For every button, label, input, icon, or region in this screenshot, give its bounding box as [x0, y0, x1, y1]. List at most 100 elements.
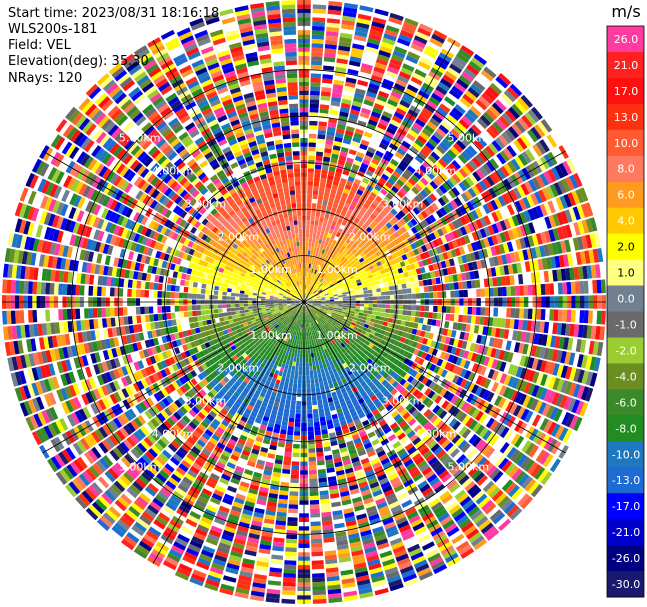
velocity-gate — [340, 287, 346, 291]
velocity-gate — [423, 174, 432, 183]
velocity-gate — [307, 422, 314, 428]
velocity-gate — [411, 305, 417, 311]
velocity-gate — [383, 169, 392, 178]
velocity-gate — [338, 266, 344, 272]
velocity-gate — [556, 322, 562, 335]
velocity-gate — [439, 141, 449, 152]
velocity-gate — [347, 194, 354, 201]
velocity-gate — [388, 313, 394, 319]
velocity-gate — [475, 240, 482, 250]
velocity-gate — [506, 86, 520, 100]
velocity-gate — [565, 176, 575, 191]
velocity-gate — [321, 280, 326, 285]
velocity-gate — [414, 281, 420, 287]
velocity-gate — [309, 107, 319, 113]
velocity-gate — [388, 200, 396, 208]
velocity-gate — [458, 246, 466, 255]
velocity-gate — [405, 282, 411, 289]
velocity-gate — [440, 260, 447, 269]
velocity-gate — [454, 104, 466, 115]
velocity-gate — [286, 373, 291, 379]
velocity-gate — [548, 215, 557, 228]
velocity-gate — [352, 197, 360, 204]
velocity-gate — [390, 158, 399, 167]
velocity-gate — [341, 220, 347, 226]
velocity-gate — [393, 238, 400, 246]
velocity-gate — [440, 226, 448, 235]
velocity-gate — [337, 259, 343, 265]
velocity-gate — [416, 167, 426, 177]
velocity-gate — [307, 298, 312, 301]
velocity-gate — [322, 398, 328, 404]
velocity-gate — [386, 66, 399, 75]
velocity-gate — [292, 387, 297, 393]
velocity-gate — [286, 395, 292, 401]
velocity-gate — [313, 413, 319, 419]
velocity-gate — [396, 236, 404, 244]
velocity-gate — [307, 285, 309, 290]
velocity-gate — [305, 233, 310, 238]
velocity-gate — [366, 42, 380, 50]
velocity-gate — [304, 327, 307, 333]
velocity-gate — [312, 190, 319, 195]
velocity-gate — [315, 274, 319, 280]
velocity-gate — [322, 254, 327, 260]
velocity-gate — [452, 173, 461, 184]
velocity-gate — [384, 214, 392, 222]
velocity-gate — [294, 422, 301, 428]
velocity-gate — [310, 246, 314, 252]
velocity-gate — [312, 590, 326, 596]
velocity-gate — [585, 218, 594, 233]
velocity-gate — [305, 340, 308, 346]
velocity-gate — [296, 340, 299, 345]
velocity-gate — [475, 182, 484, 194]
velocity-gate — [420, 210, 429, 219]
velocity-gate — [284, 451, 292, 457]
velocity-gate — [294, 431, 301, 436]
velocity-gate — [448, 176, 458, 186]
velocity-gate — [360, 206, 368, 213]
velocity-gate — [387, 177, 396, 186]
velocity-gate — [340, 102, 351, 109]
velocity-gate — [368, 223, 375, 230]
velocity-gate — [350, 109, 360, 116]
velocity-gate — [386, 229, 393, 236]
velocity-gate — [573, 324, 580, 338]
velocity-gate — [387, 99, 398, 107]
velocity-gate — [359, 303, 365, 307]
velocity-gate — [340, 196, 347, 203]
velocity-gate — [320, 386, 325, 391]
velocity-gate — [565, 323, 571, 336]
velocity-gate — [596, 248, 604, 263]
velocity-gate — [530, 126, 542, 140]
velocity-gate — [466, 280, 472, 289]
velocity-gate — [503, 163, 514, 175]
velocity-gate — [353, 132, 363, 140]
velocity-gate — [283, 568, 297, 574]
velocity-gate — [380, 138, 390, 147]
velocity-gate — [523, 210, 532, 222]
velocity-gate — [485, 160, 496, 172]
velocity-gate — [431, 319, 437, 326]
velocity-gate — [522, 249, 529, 261]
velocity-gate — [435, 85, 448, 96]
velocity-gate — [309, 103, 319, 109]
velocity-gate — [326, 131, 335, 137]
velocity-gate — [348, 204, 356, 211]
velocity-gate — [396, 179, 405, 187]
velocity-gate — [397, 38, 411, 47]
velocity-gate — [338, 295, 343, 298]
velocity-gate — [571, 190, 581, 205]
velocity-gate — [398, 71, 411, 80]
velocity-gate — [378, 279, 384, 284]
velocity-gate — [465, 271, 471, 280]
velocity-gate — [324, 191, 330, 197]
velocity-gate — [530, 247, 538, 259]
velocity-gate — [304, 293, 306, 298]
velocity-gate — [364, 297, 369, 301]
velocity-gate — [403, 231, 411, 239]
velocity-gate — [528, 222, 536, 234]
velocity-gate — [560, 210, 569, 224]
velocity-gate — [318, 239, 323, 244]
velocity-gate — [318, 289, 323, 293]
